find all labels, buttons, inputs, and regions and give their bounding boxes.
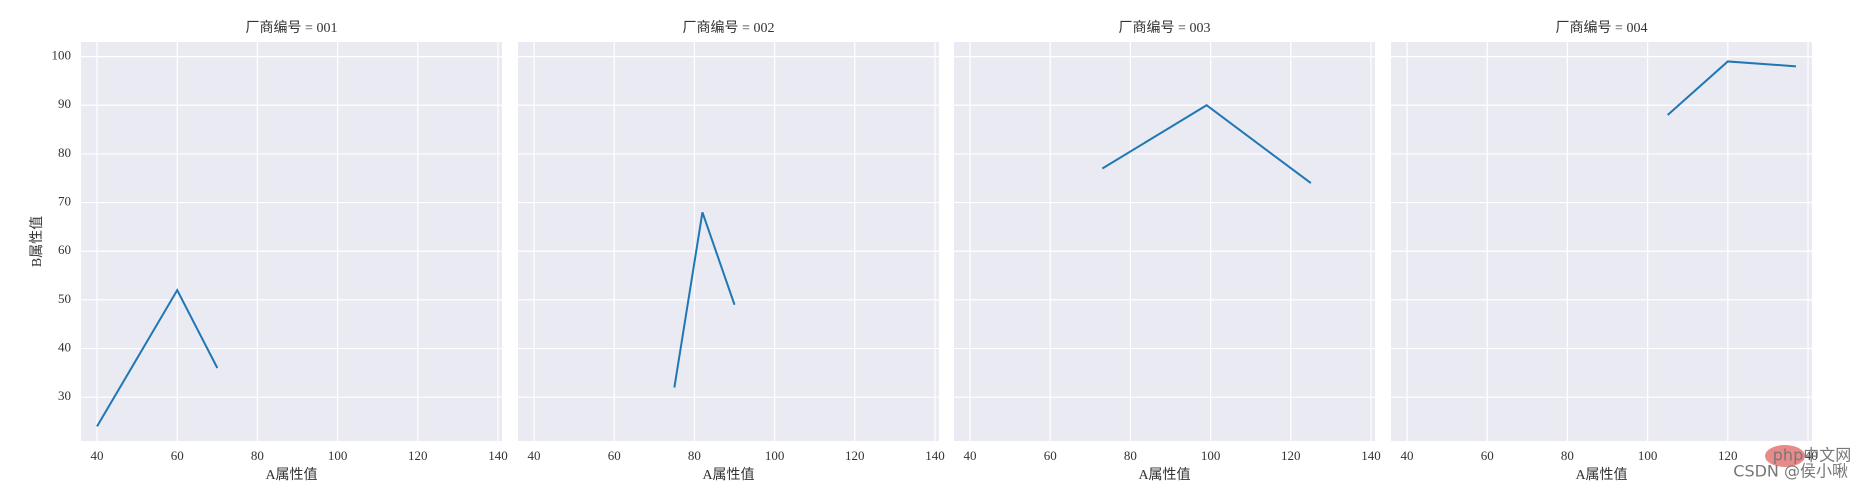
x-tick-label: 40: [528, 448, 541, 463]
x-tick-label: 120: [1281, 448, 1301, 463]
watermark-logo: php中文网: [1773, 446, 1851, 465]
x-tick-label: 120: [1718, 448, 1738, 463]
y-tick-label: 100: [52, 48, 72, 63]
subplot: 30 40 50 60 70 80 90 100 40 60 80 100 120 140 厂商编号 = 0…: [29, 20, 508, 483]
data-line: [96, 288, 219, 427]
x-tick-label: 80: [688, 448, 701, 463]
y-tick-label: 50: [58, 291, 71, 306]
subplot-title: 厂商编号 = 002: [683, 20, 775, 36]
x-tick-label: 40: [964, 448, 977, 463]
y-tick-label: 70: [58, 194, 71, 209]
subplot: 40 60 80 100 120 140 厂商编号 = 002 A属性值: [518, 20, 945, 483]
x-tick-label: 60: [171, 448, 184, 463]
x-tick-label: 100: [1201, 448, 1221, 463]
y-tick-label: 90: [58, 96, 71, 111]
x-tick-label: 40: [1401, 448, 1414, 463]
plot-area: [1391, 42, 1812, 441]
plot-area: [518, 42, 939, 441]
subplot-title: 厂商编号 = 003: [1119, 20, 1211, 36]
x-axis-label: A属性值: [265, 467, 317, 483]
x-tick-label: 100: [328, 448, 348, 463]
y-axis-label: B属性值: [29, 216, 45, 267]
subplot-title: 厂商编号 = 004: [1556, 20, 1648, 36]
x-tick-label: 80: [251, 448, 264, 463]
subplot: 40 60 80 100 120 140 厂商编号 = 003 A属性值: [954, 20, 1381, 483]
x-tick-label: 100: [765, 448, 785, 463]
x-tick-label: 120: [845, 448, 865, 463]
y-tick-label: 40: [58, 340, 71, 355]
x-tick-label: 60: [1481, 448, 1494, 463]
x-tick-label: 100: [1638, 448, 1658, 463]
plot-area: [954, 42, 1375, 441]
x-tick-label: 80: [1561, 448, 1574, 463]
watermark-credit: CSDN @侯小啾: [1733, 462, 1848, 481]
subplot-title: 厂商编号 = 001: [246, 20, 338, 36]
x-tick-label: 120: [408, 448, 428, 463]
y-tick-label: 30: [58, 388, 71, 403]
data-line: [673, 211, 736, 388]
x-tick-label: 140: [1361, 448, 1381, 463]
data-line: [1101, 104, 1312, 184]
x-tick-label: 80: [1124, 448, 1137, 463]
x-tick-label: 60: [1044, 448, 1057, 463]
data-line: [1666, 60, 1797, 116]
watermark-badge: [1765, 445, 1805, 467]
x-tick-label: 140: [488, 448, 508, 463]
x-tick-label: 140: [925, 448, 945, 463]
y-tick-label: 80: [58, 145, 71, 160]
x-tick-label: 60: [608, 448, 621, 463]
plot-area: [81, 42, 502, 441]
x-axis-label: A属性值: [702, 467, 754, 483]
x-axis-label: A属性值: [1575, 467, 1627, 483]
y-tick-label: 60: [58, 242, 71, 257]
plots: 30 40 50 60 70 80 90 100 40 60 80 100 120 140 厂商编号 = 0…: [29, 20, 1818, 483]
x-axis-label: A属性值: [1138, 467, 1190, 483]
x-tick-label: 40: [91, 448, 104, 463]
